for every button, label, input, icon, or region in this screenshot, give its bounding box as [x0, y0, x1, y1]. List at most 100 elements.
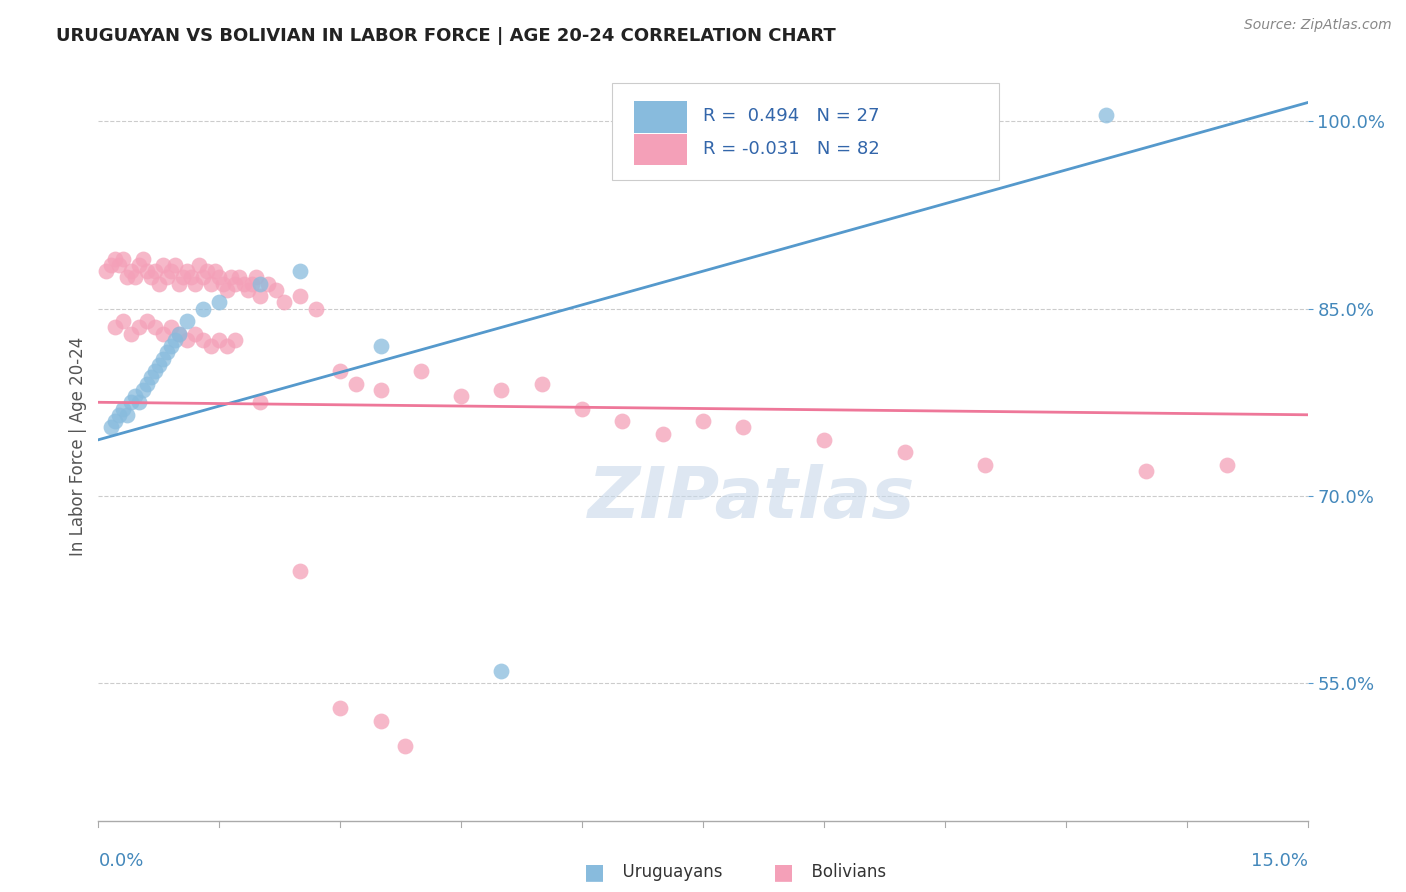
Point — [612, 414, 634, 428]
Point — [733, 420, 755, 434]
Point — [180, 270, 202, 285]
Text: ■: ■ — [773, 863, 794, 882]
Point — [394, 739, 416, 753]
Point — [288, 564, 311, 578]
Text: 15.0%: 15.0% — [1250, 852, 1308, 870]
Point — [135, 264, 157, 278]
Point — [120, 395, 142, 409]
Point — [172, 270, 194, 285]
Point — [167, 326, 190, 341]
Point — [156, 345, 179, 359]
Point — [305, 301, 328, 316]
Text: Uruguayans: Uruguayans — [612, 863, 723, 881]
Point — [103, 252, 125, 266]
Text: Source: ZipAtlas.com: Source: ZipAtlas.com — [1244, 18, 1392, 32]
Point — [217, 283, 239, 297]
Point — [120, 264, 142, 278]
Point — [111, 314, 134, 328]
Point — [232, 277, 254, 291]
Text: URUGUAYAN VS BOLIVIAN IN LABOR FORCE | AGE 20-24 CORRELATION CHART: URUGUAYAN VS BOLIVIAN IN LABOR FORCE | A… — [56, 27, 837, 45]
Point — [111, 252, 134, 266]
Point — [100, 420, 122, 434]
Point — [176, 314, 198, 328]
Point — [160, 320, 183, 334]
Point — [160, 264, 183, 278]
Point — [163, 333, 186, 347]
Point — [224, 333, 246, 347]
Point — [221, 270, 243, 285]
Point — [160, 339, 183, 353]
Point — [135, 314, 157, 328]
Point — [193, 301, 215, 316]
Point — [273, 295, 295, 310]
Point — [139, 270, 162, 285]
Point — [167, 277, 190, 291]
Point — [143, 364, 166, 378]
Point — [450, 389, 472, 403]
Y-axis label: In Labor Force | Age 20-24: In Labor Force | Age 20-24 — [69, 336, 87, 556]
Point — [208, 295, 231, 310]
Point — [329, 701, 352, 715]
Point — [128, 320, 150, 334]
Point — [249, 277, 271, 291]
Point — [491, 664, 513, 678]
FancyBboxPatch shape — [634, 134, 688, 165]
Point — [1135, 464, 1157, 478]
Point — [143, 264, 166, 278]
Point — [184, 277, 207, 291]
Point — [176, 264, 198, 278]
Point — [491, 383, 513, 397]
Point — [188, 258, 211, 272]
Point — [409, 364, 432, 378]
FancyBboxPatch shape — [613, 83, 1000, 180]
Point — [256, 277, 278, 291]
Point — [132, 383, 155, 397]
Point — [184, 326, 207, 341]
Point — [139, 370, 162, 384]
Point — [148, 358, 170, 372]
Point — [264, 283, 287, 297]
Point — [132, 252, 155, 266]
Point — [152, 258, 174, 272]
Text: Bolivians: Bolivians — [801, 863, 887, 881]
Point — [370, 339, 392, 353]
Point — [224, 277, 246, 291]
Point — [115, 270, 138, 285]
Point — [107, 408, 129, 422]
Text: R =  0.494   N = 27: R = 0.494 N = 27 — [703, 107, 880, 125]
Point — [124, 270, 146, 285]
Point — [530, 376, 553, 391]
Text: ZIPatlas: ZIPatlas — [588, 464, 915, 533]
Point — [167, 326, 190, 341]
Point — [370, 714, 392, 728]
Point — [193, 270, 215, 285]
Point — [571, 401, 593, 416]
Text: ■: ■ — [583, 863, 605, 882]
Point — [128, 395, 150, 409]
Point — [329, 364, 352, 378]
Point — [163, 258, 186, 272]
Point — [813, 433, 835, 447]
Point — [100, 258, 122, 272]
Point — [208, 270, 231, 285]
Point — [344, 376, 367, 391]
Point — [1095, 108, 1118, 122]
Text: R = -0.031   N = 82: R = -0.031 N = 82 — [703, 139, 880, 158]
Point — [107, 258, 129, 272]
Point — [200, 339, 222, 353]
Point — [103, 320, 125, 334]
Point — [934, 108, 956, 122]
FancyBboxPatch shape — [634, 102, 688, 133]
Point — [245, 270, 267, 285]
Point — [228, 270, 250, 285]
Point — [152, 351, 174, 366]
Point — [651, 426, 673, 441]
Point — [288, 264, 311, 278]
Point — [236, 283, 259, 297]
Point — [1216, 458, 1239, 472]
Point — [135, 376, 157, 391]
Point — [152, 326, 174, 341]
Point — [195, 264, 218, 278]
Point — [893, 445, 915, 459]
Point — [124, 389, 146, 403]
